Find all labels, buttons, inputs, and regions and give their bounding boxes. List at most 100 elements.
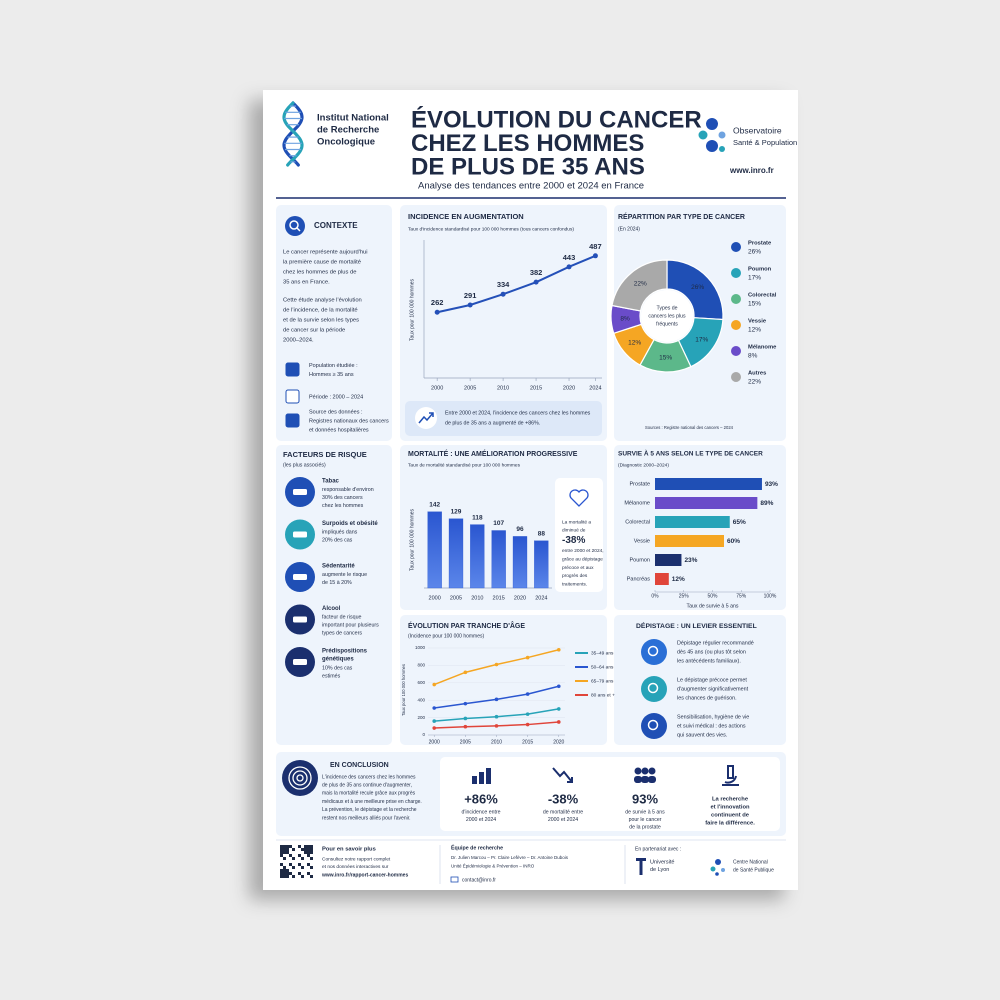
point — [525, 655, 530, 660]
qr-code — [283, 851, 286, 854]
risk-text: impliqués dans — [322, 529, 358, 535]
bar — [655, 554, 682, 566]
partner-logo — [706, 140, 718, 152]
source-note: Sources : Registre national des cancers … — [645, 425, 734, 430]
y-tick-label: Colorectal — [625, 519, 650, 525]
slice-label: 17% — [695, 336, 708, 343]
stat-text: pour le cancer — [629, 817, 662, 823]
y-axis-label: Taux pour 100 000 hommes — [409, 279, 415, 341]
fact-text: Source des données : — [309, 409, 363, 415]
qr-code — [310, 845, 313, 848]
risk-text: 20% des cas — [322, 537, 353, 543]
icon — [450, 876, 459, 883]
qr-code — [310, 848, 313, 851]
legend-icon — [731, 372, 741, 382]
slice-label: 22% — [634, 280, 647, 287]
context-text: la première cause de mortalité — [283, 260, 361, 266]
panel-subtitle: (Incidence pour 100 000 hommes) — [408, 633, 484, 639]
partner-logo — [715, 859, 721, 865]
bar — [655, 478, 762, 490]
point — [432, 719, 437, 723]
callout-text: La mortalité a — [562, 519, 591, 525]
screening-text: dès 45 ans (ou plus tôt selon — [677, 649, 746, 655]
y-tick-label: 600 — [417, 680, 425, 685]
legend-value: 17% — [748, 275, 761, 282]
data-label: 487 — [589, 242, 602, 251]
legend-value: 15% — [748, 301, 761, 308]
icon — [292, 770, 308, 786]
risk-text: chez les hommes — [322, 503, 364, 509]
stats-card — [440, 757, 780, 831]
legend-label: Autres — [748, 371, 766, 377]
legend-label: Mélanome — [748, 345, 777, 351]
qr-code — [283, 869, 286, 872]
qr-code — [283, 845, 286, 848]
x-tick-label: 2000 — [431, 385, 443, 391]
y-tick-label: 1000 — [415, 645, 426, 650]
qr-code — [301, 857, 304, 860]
stat-text: de la prostate — [629, 824, 661, 830]
donut-slice — [611, 259, 668, 312]
fact-text: Période : 2000 – 2024 — [309, 394, 363, 400]
partner-name: Santé & Population — [733, 138, 797, 147]
partner-logo — [715, 872, 719, 876]
x-tick-label: 2020 — [553, 739, 564, 745]
subtitle: Analyse des tendances entre 2000 et 2024… — [418, 181, 644, 192]
qr-code — [283, 866, 286, 869]
section-title: CONTEXTE — [314, 221, 358, 230]
screening-text: les antécédents familiaux). — [677, 658, 741, 664]
point — [494, 697, 499, 702]
callout-text: précoce et aux — [562, 565, 594, 571]
stat-icon — [552, 767, 573, 783]
section-subtitle: (les plus associés) — [283, 462, 326, 468]
panel-title: RÉPARTITION PAR TYPE DE CANCER — [618, 212, 745, 221]
stat-text: continuent de — [711, 813, 750, 819]
icon — [289, 220, 299, 230]
y-tick-label: Vessie — [634, 538, 650, 544]
callout-text: -38% — [562, 535, 585, 546]
stat-text: 2000 et 2024 — [548, 817, 578, 823]
qr-code — [286, 872, 289, 875]
screening-text: qui sauvent des vies. — [677, 732, 727, 738]
conclusion-text: L'incidence des cancers chez les hommes — [322, 774, 416, 780]
context-text: 35 ans en France. — [283, 280, 330, 286]
qr-code — [283, 857, 286, 860]
logo-dna — [282, 101, 304, 167]
qr-code — [280, 869, 283, 872]
x-tick-label: 25% — [679, 593, 690, 599]
stat-value: 93% — [632, 791, 658, 806]
bar — [427, 511, 442, 589]
data-label: 96 — [516, 526, 524, 533]
y-tick-label: 800 — [417, 663, 425, 668]
panel-title: INCIDENCE EN AUGMENTATION — [408, 212, 524, 221]
data-label: 142 — [429, 501, 440, 508]
fact-icon — [285, 362, 300, 377]
footer-text: Unité Épidémiologie & Prévention – INRO — [451, 863, 535, 869]
qr-code — [304, 848, 307, 851]
partner-name: de Santé Publique — [733, 867, 774, 873]
bar — [655, 535, 724, 547]
x-tick-label: 2005 — [460, 739, 471, 745]
legend-label: 80 ans et + — [591, 692, 615, 698]
stat-value: -38% — [548, 791, 579, 806]
conclusion-text: mais la mortalité recule grâce aux progr… — [322, 791, 416, 797]
qr-code — [310, 857, 313, 860]
legend-label: Poumon — [748, 267, 772, 273]
legend-label: Colorectal — [748, 293, 777, 299]
qr-code — [301, 866, 304, 869]
qr-code — [298, 863, 301, 866]
icon — [282, 760, 318, 796]
risk-text: facteur de risque — [322, 614, 362, 620]
section-title: EN CONCLUSION — [330, 762, 389, 769]
point — [432, 706, 437, 710]
icon — [641, 713, 667, 739]
callout — [405, 401, 602, 436]
x-tick-label: 2015 — [530, 385, 542, 391]
stat-icon — [722, 765, 739, 786]
partner-name: Université — [650, 859, 674, 865]
callout-text: entre 2000 et 2024, — [562, 548, 604, 554]
x-axis-label: Taux de survie à 5 ans — [687, 603, 739, 609]
callout-text: de plus de 35 ans a augmenté de +86%. — [445, 420, 540, 426]
point — [525, 722, 530, 727]
risk-name: Alcool — [322, 606, 341, 612]
